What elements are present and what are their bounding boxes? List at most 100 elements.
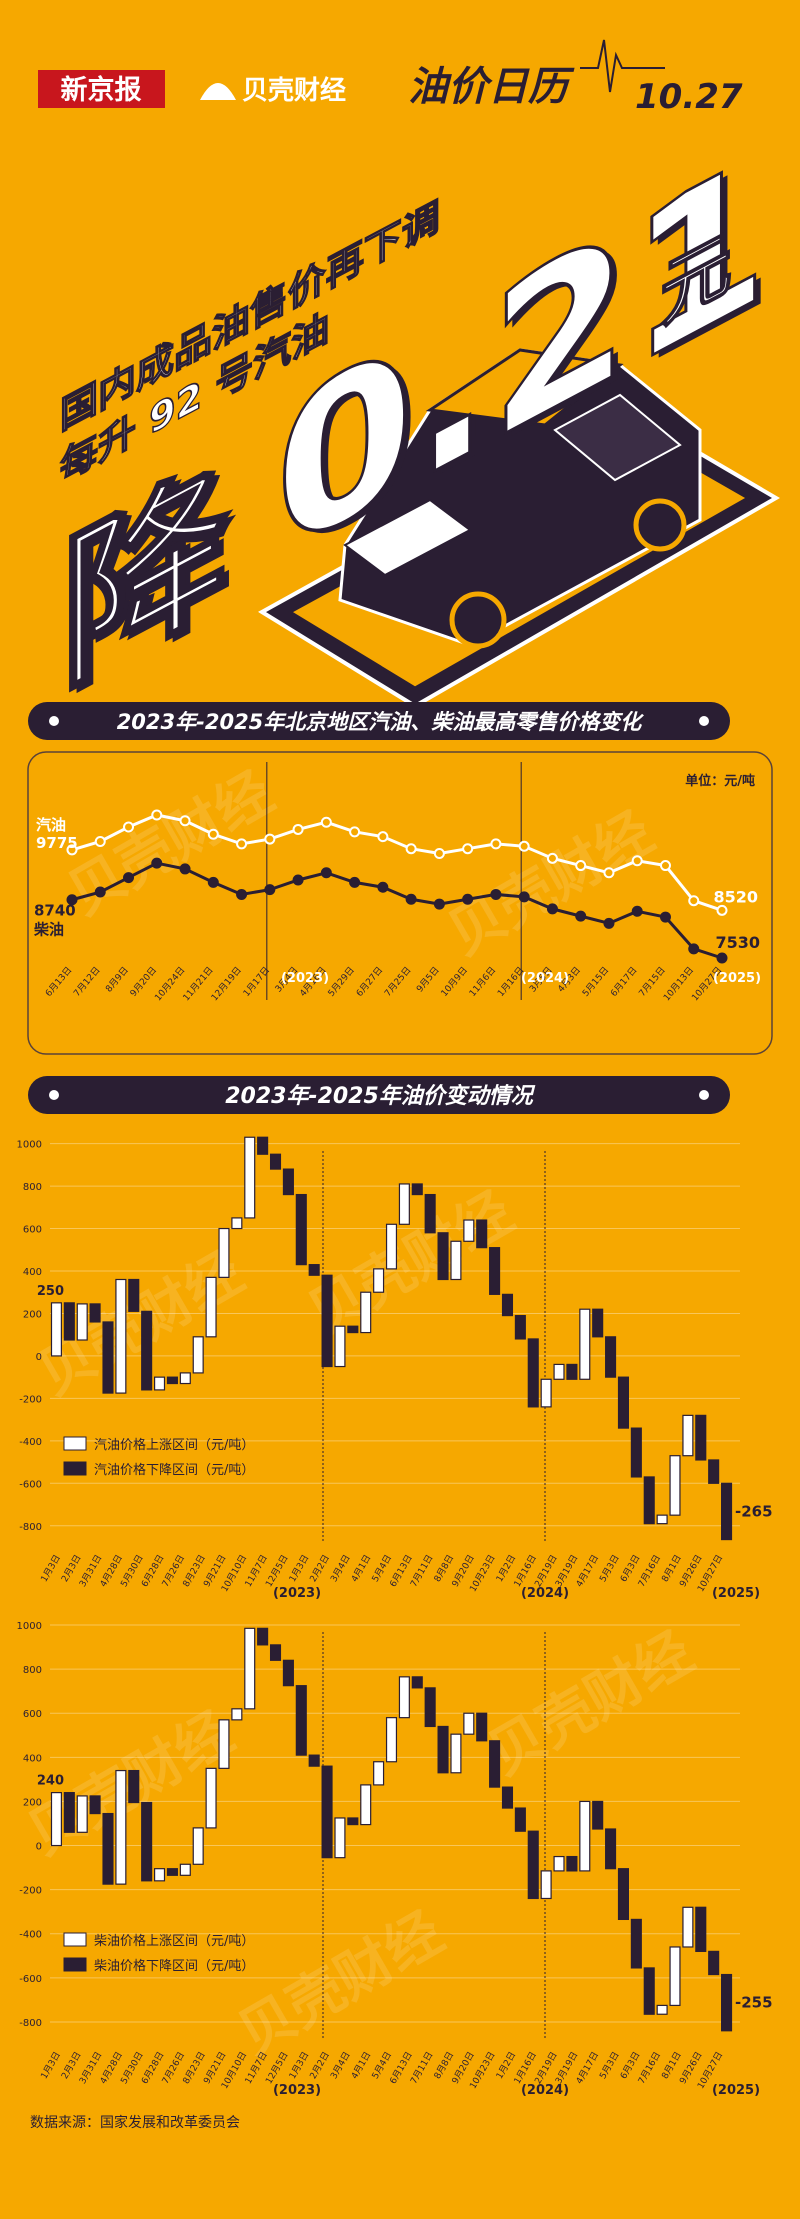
change-bar — [141, 1801, 153, 1882]
end-value: 8520 — [713, 887, 758, 906]
change-bar — [282, 1168, 294, 1196]
price-point — [546, 852, 558, 864]
change-bar — [153, 1376, 166, 1391]
change-bar — [321, 1765, 333, 1859]
price-point — [490, 888, 502, 900]
change-bar — [514, 1314, 526, 1340]
y-tick-label: 600 — [23, 1709, 42, 1720]
price-point — [236, 888, 248, 900]
price-point — [123, 872, 135, 884]
year-label: (2024) — [521, 1586, 569, 1601]
change-bar — [617, 1376, 630, 1429]
brand: 新京报 — [61, 74, 142, 106]
price-point — [151, 857, 163, 869]
chart-panel — [27, 751, 773, 1055]
change-bar — [115, 1769, 127, 1885]
change-bar — [463, 1219, 475, 1242]
change-bar — [682, 1414, 694, 1457]
legend-swatch — [63, 1436, 87, 1451]
date: 10.27 — [635, 77, 743, 117]
change-bar — [617, 1868, 630, 1921]
series-name: 柴油 — [33, 921, 64, 939]
y-tick-label: 0 — [36, 1352, 42, 1363]
price-point — [546, 903, 558, 915]
car-wheel — [633, 498, 687, 552]
y-tick-label: 600 — [23, 1225, 42, 1236]
y-tick-label: 1000 — [17, 1140, 42, 1151]
change-bar — [527, 1830, 539, 1900]
change-bar — [501, 1293, 514, 1317]
change-bar — [269, 1644, 282, 1661]
shell-icon — [200, 83, 236, 100]
year-label: (2023) — [281, 971, 329, 986]
illustration — [258, 348, 780, 709]
change-bar — [450, 1240, 462, 1281]
change-bar — [721, 1482, 733, 1541]
price-point — [631, 855, 643, 867]
change-bar — [579, 1308, 591, 1380]
change-bar — [153, 1868, 166, 1882]
price-point — [575, 860, 587, 872]
year-label: (2024) — [521, 2083, 569, 2098]
change-bar — [656, 1514, 668, 1525]
car-window — [553, 393, 682, 482]
legend-swatch — [63, 1957, 87, 1972]
end-value: 7530 — [715, 933, 760, 952]
y-tick-label: -800 — [19, 1522, 42, 1533]
change-bar — [89, 1795, 101, 1815]
change-bar — [708, 1950, 720, 1976]
price-point — [631, 905, 643, 917]
change-bar — [257, 1136, 269, 1155]
column-title: 油价日历 — [408, 64, 575, 110]
price-point — [716, 952, 728, 964]
change-bar — [218, 1719, 230, 1769]
unit-label: 单位：元/吨 — [685, 773, 755, 789]
change-bar — [553, 1855, 565, 1872]
start-value: 9775 — [36, 834, 78, 852]
price-point — [292, 823, 304, 835]
change-bar — [476, 1712, 488, 1742]
car-hood — [343, 498, 472, 577]
price-point — [518, 840, 530, 852]
y-tick-label: -400 — [19, 1437, 42, 1448]
change-bar — [360, 1291, 372, 1334]
change-bar — [592, 1800, 604, 1830]
change-bar — [102, 1812, 114, 1885]
change-bar — [605, 1336, 617, 1378]
change-bar — [682, 1906, 694, 1948]
price-point — [207, 876, 219, 888]
change-bar — [244, 1136, 256, 1219]
price-point — [603, 867, 615, 879]
change-bar — [321, 1274, 333, 1368]
price-point — [433, 898, 445, 910]
price-point — [264, 884, 276, 896]
year-label: (2024) — [521, 971, 569, 986]
year-label: (2025) — [712, 1586, 760, 1601]
change-bar — [398, 1676, 410, 1719]
pill-dot — [699, 1090, 709, 1100]
change-bar — [398, 1183, 410, 1225]
y-tick-label: -200 — [19, 1394, 42, 1405]
change-bar — [437, 1232, 449, 1281]
price-point — [264, 833, 276, 845]
price-point — [659, 860, 671, 872]
price-point — [377, 831, 389, 843]
price-point — [377, 881, 389, 893]
change-bar — [630, 1918, 642, 1969]
change-bar — [721, 1973, 733, 2032]
section-title: 2023年-2025年油价变动情况 — [225, 1083, 536, 1109]
section-title: 2023年-2025年北京地区汽油、柴油最高零售价格变化 — [117, 710, 645, 734]
y-tick-label: 200 — [23, 1309, 42, 1320]
change-bar — [179, 1372, 191, 1385]
change-bar — [282, 1659, 294, 1687]
change-bar — [643, 1476, 655, 1525]
change-bar — [656, 2004, 668, 2015]
y-tick-label: -800 — [19, 2018, 42, 2029]
change-bar — [347, 1325, 359, 1334]
partner: 贝壳财经 — [242, 75, 346, 106]
change-bar — [695, 1906, 707, 1952]
year-label: (2025) — [712, 2083, 760, 2098]
price-point — [236, 838, 248, 850]
legend-label: 柴油价格下降区间（元/吨） — [94, 1958, 254, 1974]
price-point — [151, 809, 163, 821]
